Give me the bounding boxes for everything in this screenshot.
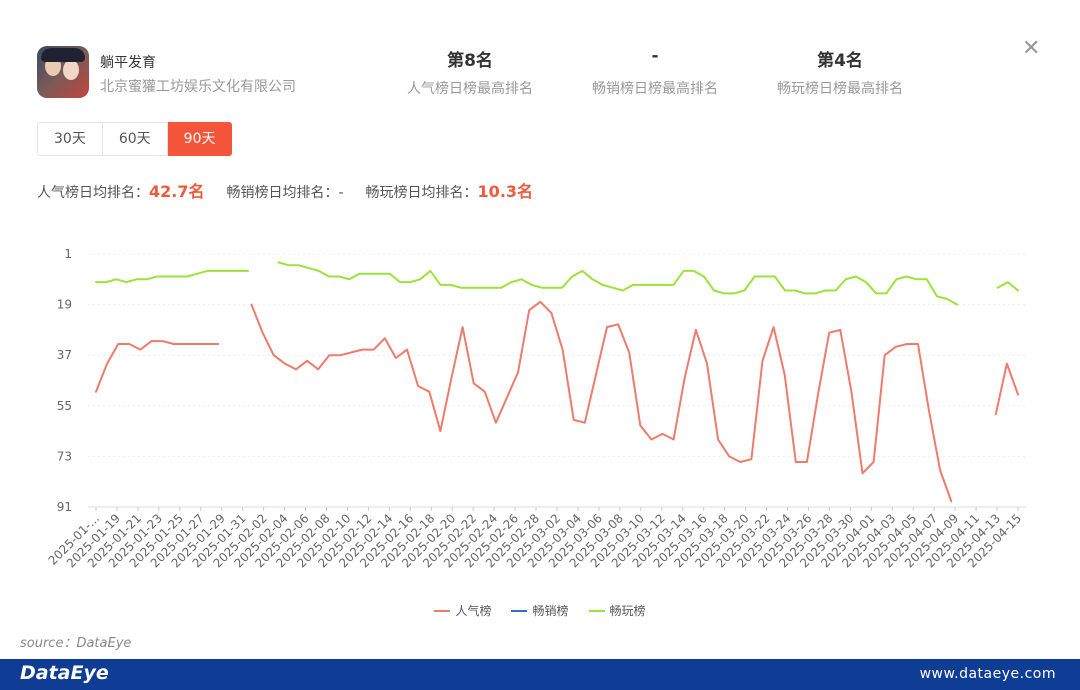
site-url[interactable]: www.dataeye.com — [919, 666, 1056, 682]
play-best-rank-label: 畅玩榜日榜最高排名 — [777, 81, 903, 97]
rank-line-chart: 119375573912025-01-...2025-01-192025-01-… — [46, 247, 1026, 570]
y-tick-label: 1 — [64, 247, 72, 261]
y-tick-label: 91 — [57, 500, 72, 514]
popular-avg-value: 42.7名 — [149, 182, 205, 201]
chart-legend: 人气榜 畅销榜 畅玩榜 — [0, 602, 1080, 619]
y-tick-label: 19 — [57, 298, 72, 312]
series-line-play — [95, 261, 1019, 306]
average-rank-summary: 人气榜日均排名： 42.7名 畅销榜日均排名： - 畅玩榜日均排名： 10.3名 — [37, 178, 555, 202]
legend-label-sales: 畅销榜 — [532, 604, 569, 618]
sales-best-rank-value: - — [651, 46, 659, 66]
play-best-rank-value: 第4名 — [817, 51, 863, 71]
y-tick-label: 55 — [57, 399, 72, 413]
close-icon[interactable]: ✕ — [1022, 36, 1041, 61]
sales-best-rank: - 畅销榜日榜最高排名 — [565, 46, 745, 98]
range-tabs: 30天 60天 90天 — [37, 122, 233, 156]
legend-label-play: 畅玩榜 — [609, 604, 646, 618]
legend-item-play[interactable]: 畅玩榜 — [588, 602, 646, 619]
legend-swatch-play — [588, 609, 605, 612]
brand-logo: DataEye — [20, 662, 109, 684]
sales-best-rank-label: 畅销榜日榜最高排名 — [592, 81, 718, 97]
sales-avg-value: - — [338, 185, 344, 201]
source-note: source：DataEye — [20, 636, 132, 651]
popular-best-rank-label: 人气榜日榜最高排名 — [407, 81, 533, 97]
popular-avg-label: 人气榜日均排名： — [37, 185, 149, 201]
tab-30-days[interactable]: 30天 — [37, 122, 103, 156]
footer-bar: DataEye www.dataeye.com — [0, 659, 1080, 690]
tab-90-days[interactable]: 90天 — [167, 122, 233, 156]
series-line-popular — [95, 300, 1019, 503]
y-tick-label: 37 — [57, 348, 72, 362]
game-name: 躺平发育 — [100, 55, 156, 71]
play-avg-value: 10.3名 — [477, 182, 534, 201]
legend-label-popular: 人气榜 — [455, 604, 492, 618]
y-tick-label: 73 — [57, 449, 72, 463]
legend-item-sales[interactable]: 畅销榜 — [511, 602, 569, 619]
popular-best-rank-value: 第8名 — [447, 51, 493, 71]
play-avg-label: 畅玩榜日均排名： — [365, 185, 478, 201]
sales-avg-label: 畅销榜日均排名： — [226, 185, 339, 201]
legend-item-popular[interactable]: 人气榜 — [434, 602, 491, 619]
legend-swatch-sales — [511, 609, 528, 612]
legend-swatch-popular — [434, 609, 451, 612]
company-name: 北京蜜獾工坊娱乐文化有限公司 — [100, 79, 296, 95]
popular-best-rank: 第8名 人气榜日榜最高排名 — [380, 46, 560, 98]
tab-60-days[interactable]: 60天 — [102, 122, 168, 156]
game-avatar — [37, 46, 89, 98]
play-best-rank: 第4名 畅玩榜日榜最高排名 — [750, 46, 930, 98]
